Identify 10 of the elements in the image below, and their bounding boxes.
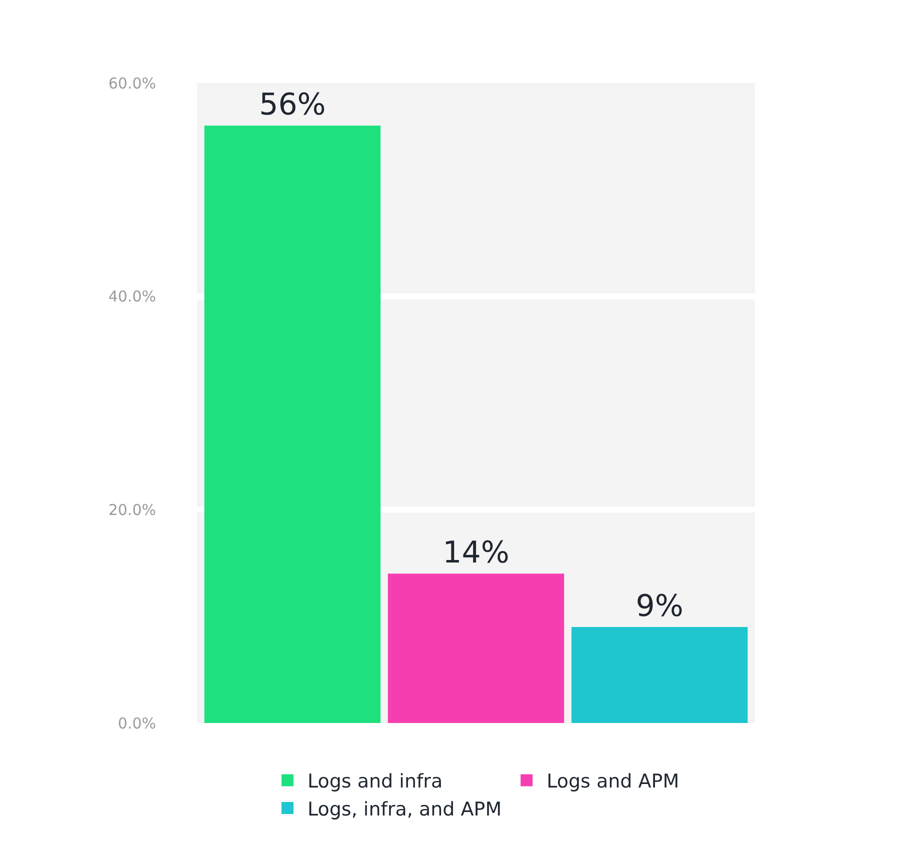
y-tick-label: 60.0% [108,74,156,92]
legend-label: Logs, infra, and APM [308,798,502,820]
text: 56% [259,88,326,123]
text: 14% [442,536,510,571]
y-tick-label: 0.0% [118,714,156,732]
y-tick-label: 20.0% [108,500,156,519]
legend-label: Logs and APM [546,770,680,793]
y-tick-label: 40.0% [108,288,156,306]
legend-label: Logs and infra [308,770,443,793]
text: 9% [636,589,684,624]
